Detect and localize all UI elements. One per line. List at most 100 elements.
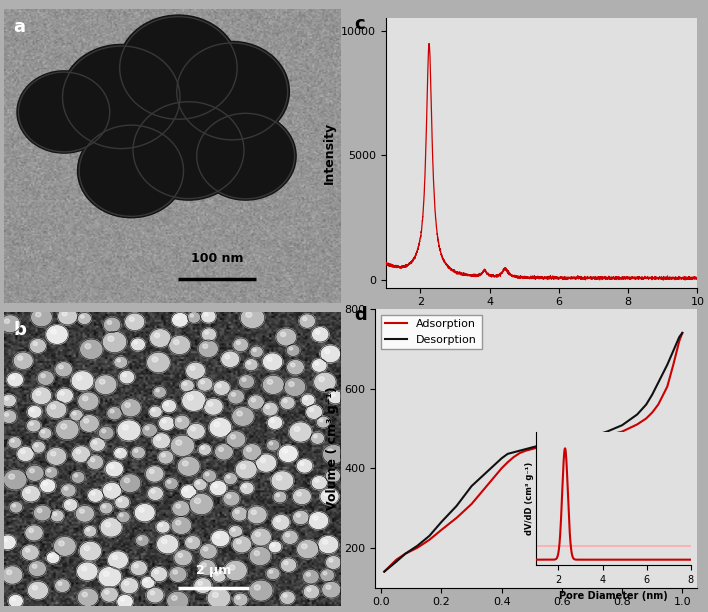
Circle shape: [117, 359, 120, 362]
Circle shape: [289, 382, 295, 386]
Circle shape: [253, 349, 256, 351]
Desorption: [663, 361, 671, 368]
Circle shape: [309, 408, 314, 412]
Circle shape: [268, 541, 282, 553]
Adsorption: [392, 556, 401, 563]
Desorption: [542, 441, 551, 448]
Circle shape: [114, 447, 127, 459]
Circle shape: [282, 530, 298, 545]
Circle shape: [37, 370, 55, 386]
Circle shape: [314, 372, 336, 392]
Circle shape: [109, 465, 114, 469]
Circle shape: [5, 397, 8, 400]
Circle shape: [273, 491, 287, 503]
Circle shape: [102, 331, 127, 353]
Circle shape: [280, 396, 295, 409]
Text: a: a: [13, 18, 25, 36]
Circle shape: [89, 438, 105, 452]
Circle shape: [200, 381, 205, 384]
Circle shape: [147, 487, 164, 501]
Circle shape: [9, 501, 23, 513]
Legend: Adsorption, Desorption: Adsorption, Desorption: [381, 315, 481, 349]
Circle shape: [79, 339, 103, 359]
Circle shape: [302, 544, 307, 549]
Circle shape: [21, 450, 25, 453]
Circle shape: [76, 375, 82, 380]
Circle shape: [154, 570, 159, 574]
Circle shape: [3, 539, 7, 542]
Circle shape: [118, 15, 239, 121]
Circle shape: [152, 409, 155, 411]
Circle shape: [151, 490, 155, 493]
Circle shape: [152, 433, 171, 449]
Circle shape: [27, 405, 42, 419]
Circle shape: [47, 469, 51, 472]
Adsorption: [527, 446, 536, 453]
Circle shape: [290, 363, 295, 367]
Line: Desorption: Desorption: [384, 333, 683, 572]
Circle shape: [190, 314, 193, 317]
Circle shape: [173, 340, 179, 345]
Circle shape: [161, 539, 167, 544]
Circle shape: [318, 536, 338, 554]
Circle shape: [21, 485, 40, 502]
Circle shape: [215, 534, 220, 538]
Circle shape: [215, 444, 234, 460]
Circle shape: [232, 393, 236, 397]
Circle shape: [283, 399, 287, 403]
Circle shape: [329, 472, 333, 476]
Circle shape: [246, 506, 267, 524]
Adsorption: [467, 501, 476, 508]
Circle shape: [229, 565, 235, 570]
Circle shape: [82, 592, 87, 597]
Circle shape: [33, 342, 38, 346]
Adsorption: [603, 432, 611, 439]
Circle shape: [198, 340, 218, 357]
Circle shape: [130, 338, 145, 351]
Circle shape: [266, 567, 280, 580]
Circle shape: [108, 551, 128, 569]
Circle shape: [125, 313, 145, 330]
Circle shape: [320, 345, 341, 363]
Circle shape: [201, 446, 205, 449]
Circle shape: [201, 310, 216, 323]
Circle shape: [233, 593, 248, 606]
Circle shape: [311, 432, 324, 444]
Circle shape: [165, 403, 169, 406]
Circle shape: [146, 588, 164, 603]
Circle shape: [232, 528, 235, 531]
Circle shape: [267, 379, 273, 384]
Circle shape: [144, 579, 148, 582]
Circle shape: [6, 570, 12, 575]
Circle shape: [266, 405, 270, 409]
Desorption: [401, 550, 410, 558]
Circle shape: [176, 316, 180, 319]
Circle shape: [307, 588, 311, 591]
Circle shape: [50, 510, 64, 522]
Circle shape: [41, 374, 45, 378]
Circle shape: [134, 341, 137, 344]
Adsorption: [503, 458, 512, 466]
Circle shape: [55, 419, 79, 440]
Adsorption: [452, 514, 461, 521]
Circle shape: [236, 540, 241, 544]
Circle shape: [79, 509, 84, 513]
Circle shape: [67, 501, 70, 505]
Circle shape: [51, 329, 57, 334]
Circle shape: [156, 389, 159, 392]
Circle shape: [58, 582, 62, 585]
Circle shape: [8, 436, 21, 449]
Desorption: [510, 449, 518, 456]
Circle shape: [294, 427, 300, 431]
Circle shape: [8, 594, 23, 608]
Circle shape: [108, 336, 114, 341]
Circle shape: [210, 480, 227, 496]
Circle shape: [213, 484, 218, 488]
Circle shape: [280, 332, 286, 337]
Adsorption: [588, 435, 596, 442]
Circle shape: [325, 349, 330, 354]
Adsorption: [482, 482, 491, 490]
Circle shape: [320, 488, 339, 505]
Desorption: [669, 347, 678, 354]
Adsorption: [618, 428, 627, 435]
